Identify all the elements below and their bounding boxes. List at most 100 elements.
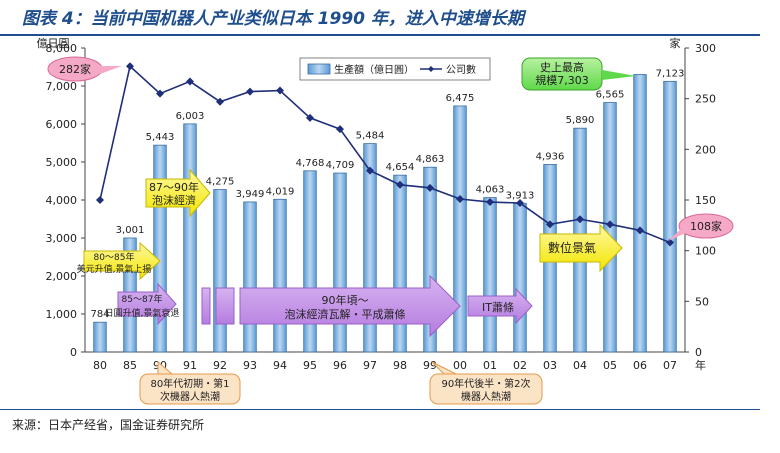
companies-point [306,113,314,122]
right-tick-label: 150 [695,194,716,207]
legend-box [299,57,491,81]
peak-companies-pointer [98,66,122,74]
companies-point [276,86,284,95]
x-tick-label: 80 [93,359,107,372]
bar [333,172,347,353]
source-note: 来源：日本产经省，国金证券研究所 [12,418,205,432]
right-tick-label: 300 [695,42,716,55]
bar-value-label: 4,654 [386,162,415,173]
x-tick-label: 91 [183,359,197,372]
x-tick-label: 95 [303,359,317,372]
x-tick-label: 97 [363,359,377,372]
bubble-85-87-label: 85～87年日圓升值,景氣衰退 [105,293,180,319]
x-tick-label: 00 [453,359,467,372]
bubble-it-label: IT蕭條 [482,300,514,314]
bar-value-label: 6,003 [176,111,205,122]
bar-value-label: 6,475 [446,93,475,104]
left-tick-label: 6,000 [46,118,78,131]
x-tick-label: 02 [513,359,527,372]
left-tick-label: 7,000 [46,80,78,93]
companies-point [456,194,464,203]
bubble-90s [239,274,461,338]
companies-point [216,97,224,106]
bubble-80-85-label: 80～85年美元升值,景氣上揚 [77,251,152,275]
bar-value-label: 4,063 [476,185,505,196]
companies-point [246,87,254,96]
x-tick-label: 03 [543,359,557,372]
companies-point [516,199,524,208]
companies-point [666,238,674,247]
companies-point [156,89,164,98]
bubble-gap-block-b [215,287,235,325]
bar-value-label: 4,019 [266,186,295,197]
bar [93,321,107,353]
bar-value-label: 5,890 [566,115,595,126]
bar [213,189,227,353]
bar-value-label: 4,709 [326,160,355,171]
companies-point [336,125,344,134]
bubble-90s-label: 90年頃～泡沫經濟瓦解・平成蕭條 [285,293,406,321]
wave2-pointer [431,361,457,375]
bar-value-label: 5,443 [146,132,175,143]
x-tick-label: 85 [123,359,137,372]
x-tick-label: 92 [213,359,227,372]
record-pointer [602,70,636,80]
left-tick-label: 4,000 [46,194,78,207]
bar-value-label: 4,275 [206,177,235,188]
bar [273,198,287,353]
x-tick-label: 01 [483,359,497,372]
bubble-digital-label: 數位景氣 [548,240,596,255]
x-tick-label: 05 [603,359,617,372]
bar-value-label: 7,123 [656,68,685,79]
bar [483,197,497,353]
companies-point [96,196,104,204]
right-tick-label: 200 [695,143,716,156]
bar-value-label: 3,001 [116,225,145,236]
left-tick-label: 1,000 [46,308,78,321]
bar-value-label: 5,484 [356,131,385,142]
bar-value-label: 3,949 [236,189,265,200]
low-companies-pointer [668,228,686,241]
bar-value-label: 6,565 [596,90,625,101]
x-tick-label: 94 [273,359,287,372]
x-tick-label: 93 [243,359,257,372]
record-label: 史上最高規模7,303 [535,60,589,87]
bar [633,74,647,353]
bar-value-label: 4,768 [296,158,325,169]
x-axis-unit: 年 [695,358,706,372]
x-tick-label: 04 [573,359,587,372]
bubble-80-85 [83,241,161,281]
bar-value-label: 784 [90,309,109,320]
x-tick-label: 06 [633,359,647,372]
bubble-it [467,287,533,325]
right-tick-label: 100 [695,245,716,258]
legend-bar-swatch [307,63,331,75]
wave2-label: 90年代後半・第2次機器人熱潮 [441,377,530,403]
bubble-87-90 [145,168,211,218]
page-title: 图表 4：当前中国机器人产业类似日本 1990 年，进入中速增长期 [22,9,524,29]
left-tick-label: 0 [70,346,77,359]
low-companies-callout [678,213,734,239]
bar [303,170,317,353]
left-axis-unit: 億日圓 [37,37,70,50]
companies-point [606,220,614,229]
bar [393,174,407,353]
companies-point [396,180,404,189]
companies-point [186,77,194,86]
header-divider [0,34,760,36]
companies-point [426,183,434,192]
companies-point [636,226,644,235]
low-companies-label: 108家 [690,219,722,233]
left-tick-label: 3,000 [46,232,78,245]
wave1-callout [139,373,241,405]
bubble-gap-block-a [201,287,211,325]
bubble-87-90-label: 87～90年泡沫經濟 [149,180,199,207]
left-tick-label: 5,000 [46,156,78,169]
bar-value-label: 4,863 [416,154,445,165]
legend-bar-label: 生產額（億日圓） [334,63,414,76]
x-tick-label: 96 [333,359,347,372]
bubble-digital [539,223,623,273]
legend-line-label: 公司數 [446,63,476,76]
bar [663,80,677,353]
companies-line [99,64,671,244]
